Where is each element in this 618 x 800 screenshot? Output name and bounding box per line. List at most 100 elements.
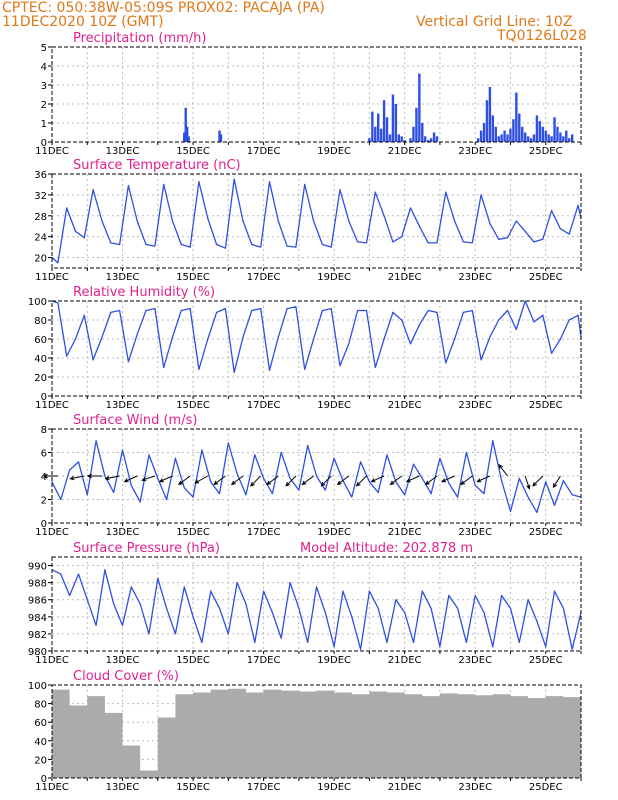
humidity-point	[66, 355, 68, 357]
precipitation-bar	[535, 115, 539, 142]
pressure-point	[166, 607, 168, 609]
pressure-point	[95, 624, 97, 626]
temperature-point	[568, 233, 570, 235]
precipitation-bar	[488, 86, 492, 142]
humidity-point	[260, 308, 262, 310]
temperature-point	[242, 220, 244, 222]
humidity-ytick-label: 100	[28, 297, 47, 308]
wind-point	[60, 498, 62, 501]
wind-arrow	[285, 475, 297, 487]
pressure-point	[377, 607, 379, 609]
header: CPTEC: 050:38W-05:09S PROX02: PACAJA (PA…	[0, 0, 618, 48]
temperature-ytick-label: 24	[34, 233, 47, 244]
precipitation-bar	[521, 126, 524, 142]
wind-point	[536, 511, 538, 514]
wind-point	[351, 496, 353, 498]
humidity-ytick-label: 20	[34, 373, 47, 384]
temperature-ytick-label: 36	[34, 170, 47, 181]
precipitation-bar	[379, 128, 383, 142]
humidity-xtick-label: 17DEC	[247, 400, 281, 411]
temperature-ytick-label: 32	[34, 191, 47, 202]
temperature-xtick-label: 11DEC	[35, 272, 69, 283]
temperature-panel	[48, 173, 582, 271]
cloud-cover-xtick-label: 19DEC	[317, 782, 351, 793]
wind-line	[51, 440, 582, 514]
wind-point	[280, 451, 282, 454]
wind-xtick-label: 13DEC	[106, 527, 140, 538]
temperature-point	[436, 242, 438, 244]
pressure-point	[77, 573, 80, 575]
humidity-point	[374, 366, 376, 369]
pressure-xtick-label: 21DEC	[388, 655, 422, 666]
wind-point	[210, 481, 212, 483]
temperature-point	[551, 209, 553, 212]
humidity-point	[506, 309, 509, 312]
pressure-point	[183, 586, 185, 588]
wind-point	[139, 501, 141, 503]
precipitation-bar	[544, 130, 547, 142]
wind-ytick-label: 0	[41, 519, 47, 530]
humidity-point	[145, 309, 147, 312]
humidity-xtick-label: 15DEC	[176, 400, 210, 411]
temperature-point	[101, 220, 103, 222]
pressure-point	[130, 586, 132, 588]
cloud-cover-area	[52, 688, 581, 778]
humidity-point	[524, 300, 526, 302]
precipitation-bar	[368, 138, 371, 142]
humidity-ytick-label: 80	[34, 316, 47, 327]
pressure-line	[51, 569, 582, 650]
wind-point	[359, 461, 362, 463]
precipitation-bar	[491, 115, 495, 142]
precipitation-bar	[506, 134, 509, 142]
wind-panel	[42, 428, 582, 526]
cloud-cover-xtick-label: 13DEC	[106, 782, 140, 793]
wind-point	[236, 473, 238, 475]
wind-point	[298, 489, 300, 491]
temperature-point	[506, 237, 509, 239]
cloud-cover-ytick-label: 20	[34, 755, 47, 766]
pressure-point	[192, 616, 194, 618]
wind-arrow	[440, 475, 455, 483]
precipitation-xtick-label: 23DEC	[458, 146, 492, 157]
pressure-point	[412, 641, 415, 644]
humidity-point	[471, 309, 473, 312]
humidity-point	[110, 311, 112, 313]
temperature-point	[392, 241, 394, 243]
humidity-point	[436, 311, 438, 313]
humidity-point	[383, 338, 385, 340]
wind-xtick-label: 23DEC	[458, 527, 492, 538]
precipitation-bar	[412, 126, 415, 142]
wind-arrow	[552, 475, 561, 489]
humidity-point	[154, 308, 156, 310]
temperature-point	[57, 262, 59, 264]
humidity-point	[480, 359, 482, 361]
temperature-point	[295, 246, 297, 248]
temperature-point	[542, 238, 544, 240]
precipitation-bar	[526, 136, 530, 142]
temperature-point	[489, 223, 491, 225]
humidity-point	[339, 365, 341, 367]
humidity-point	[233, 371, 235, 373]
wind-ytick-label: 2	[41, 496, 47, 507]
wind-xtick-label: 15DEC	[176, 527, 210, 538]
wind-point	[86, 494, 88, 496]
precipitation-bar	[529, 138, 533, 142]
temperature-point	[127, 184, 130, 187]
wind-arrow	[158, 475, 173, 483]
temperature-point	[498, 238, 500, 240]
wind-xtick-label: 17DEC	[247, 527, 281, 538]
precipitation-bar	[568, 138, 571, 142]
humidity-xtick-label: 19DEC	[317, 400, 351, 411]
precipitation-bar	[482, 123, 486, 142]
pressure-panel	[48, 556, 582, 654]
humidity-point	[92, 359, 94, 361]
humidity-point	[577, 314, 579, 316]
precipitation-ytick-label: 0	[41, 138, 47, 149]
temperature-point	[321, 243, 323, 246]
precipitation-bar	[547, 134, 550, 142]
pressure-point	[298, 607, 300, 609]
humidity-point	[462, 311, 465, 313]
pressure-point	[421, 590, 423, 592]
pressure-point	[245, 603, 247, 605]
pressure-point	[271, 611, 274, 614]
